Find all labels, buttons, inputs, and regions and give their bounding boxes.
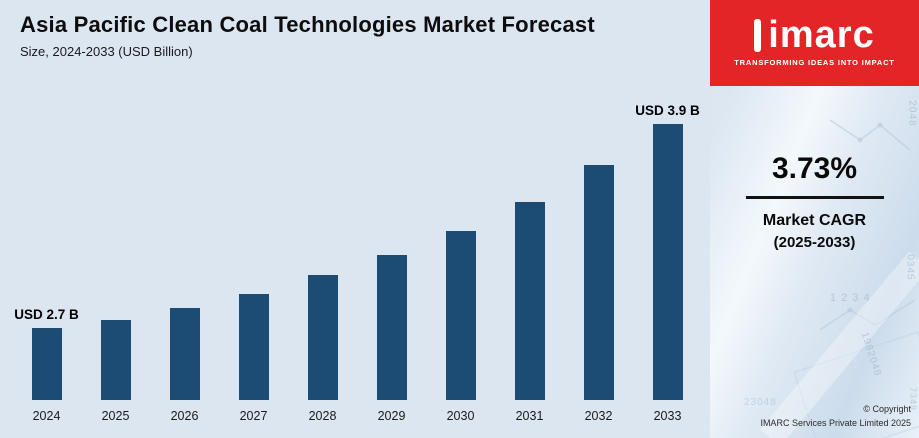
imarc-logo-bar-icon (754, 19, 762, 52)
x-axis-label: 2025 (101, 409, 130, 423)
imarc-logo-block: imarc TRANSFORMING IDEAS INTO IMPACT (710, 0, 919, 86)
x-axis-label: 2027 (239, 409, 268, 423)
bar (238, 294, 269, 400)
bar-column: 2032 (564, 96, 633, 424)
cagr-block: 3.73% Market CAGR (2025-2033) (710, 152, 919, 251)
sidebar: 2048 0345 1 2 3 4 1982048 23048 7348 ima… (710, 0, 919, 438)
bar (169, 308, 200, 400)
x-axis-label: 2028 (308, 409, 337, 423)
copyright-line2: IMARC Services Private Limited 2025 (760, 418, 911, 429)
x-axis-label: 2024 (32, 409, 61, 423)
bar (652, 124, 683, 400)
chart-subtitle: Size, 2024-2033 (USD Billion) (20, 44, 193, 59)
imarc-logo-text: imarc (768, 14, 875, 57)
bar (514, 202, 545, 400)
chart-panel: Asia Pacific Clean Coal Technologies Mar… (12, 12, 702, 424)
cagr-divider (745, 196, 884, 199)
x-axis-label: 2031 (515, 409, 544, 423)
bar-column: USD 2.7 B 2024 (12, 96, 81, 424)
x-axis-label: 2033 (653, 409, 682, 423)
bar-column: 2026 (150, 96, 219, 424)
bar (376, 255, 407, 400)
cagr-value: 3.73% (771, 152, 858, 185)
bar-column: USD 3.9 B 2033 (633, 96, 702, 424)
decorative-digits: 2048 (906, 100, 918, 127)
bar-column: 2029 (357, 96, 426, 424)
bar (31, 328, 62, 400)
x-axis-label: 2032 (584, 409, 613, 423)
decorative-digits: 0345 (904, 254, 916, 281)
bar (445, 231, 476, 400)
cagr-range: (2025-2033) (773, 234, 856, 251)
copyright-line1: © Copyright (863, 404, 911, 415)
bar (583, 165, 614, 400)
bar-column: 2028 (288, 96, 357, 424)
bar-value-label: USD 2.7 B (14, 307, 79, 322)
imarc-tagline: TRANSFORMING IDEAS INTO IMPACT (734, 58, 895, 67)
cagr-label: Market CAGR (762, 212, 867, 229)
decorative-digits: 1 2 3 4 (830, 292, 871, 304)
bar-column: 2027 (219, 96, 288, 424)
bar-column: 2031 (495, 96, 564, 424)
bar (100, 320, 131, 400)
x-axis-label: 2026 (170, 409, 199, 423)
bar-column: 2025 (81, 96, 150, 424)
x-axis-label: 2030 (446, 409, 475, 423)
bar (307, 275, 338, 400)
bar-value-label: USD 3.9 B (635, 103, 700, 118)
bar-column: 2030 (426, 96, 495, 424)
copyright: © Copyright IMARC Services Private Limit… (760, 403, 911, 431)
decorative-digits: 1982048 (858, 330, 884, 379)
x-axis-label: 2029 (377, 409, 406, 423)
chart-title: Asia Pacific Clean Coal Technologies Mar… (20, 12, 595, 37)
bar-chart: USD 2.7 B 2024 2025 2026 2027 2028 2029 2030 203… (12, 96, 702, 424)
chart-header: Asia Pacific Clean Coal Technologies Mar… (20, 12, 702, 59)
imarc-logo: imarc (754, 14, 875, 57)
